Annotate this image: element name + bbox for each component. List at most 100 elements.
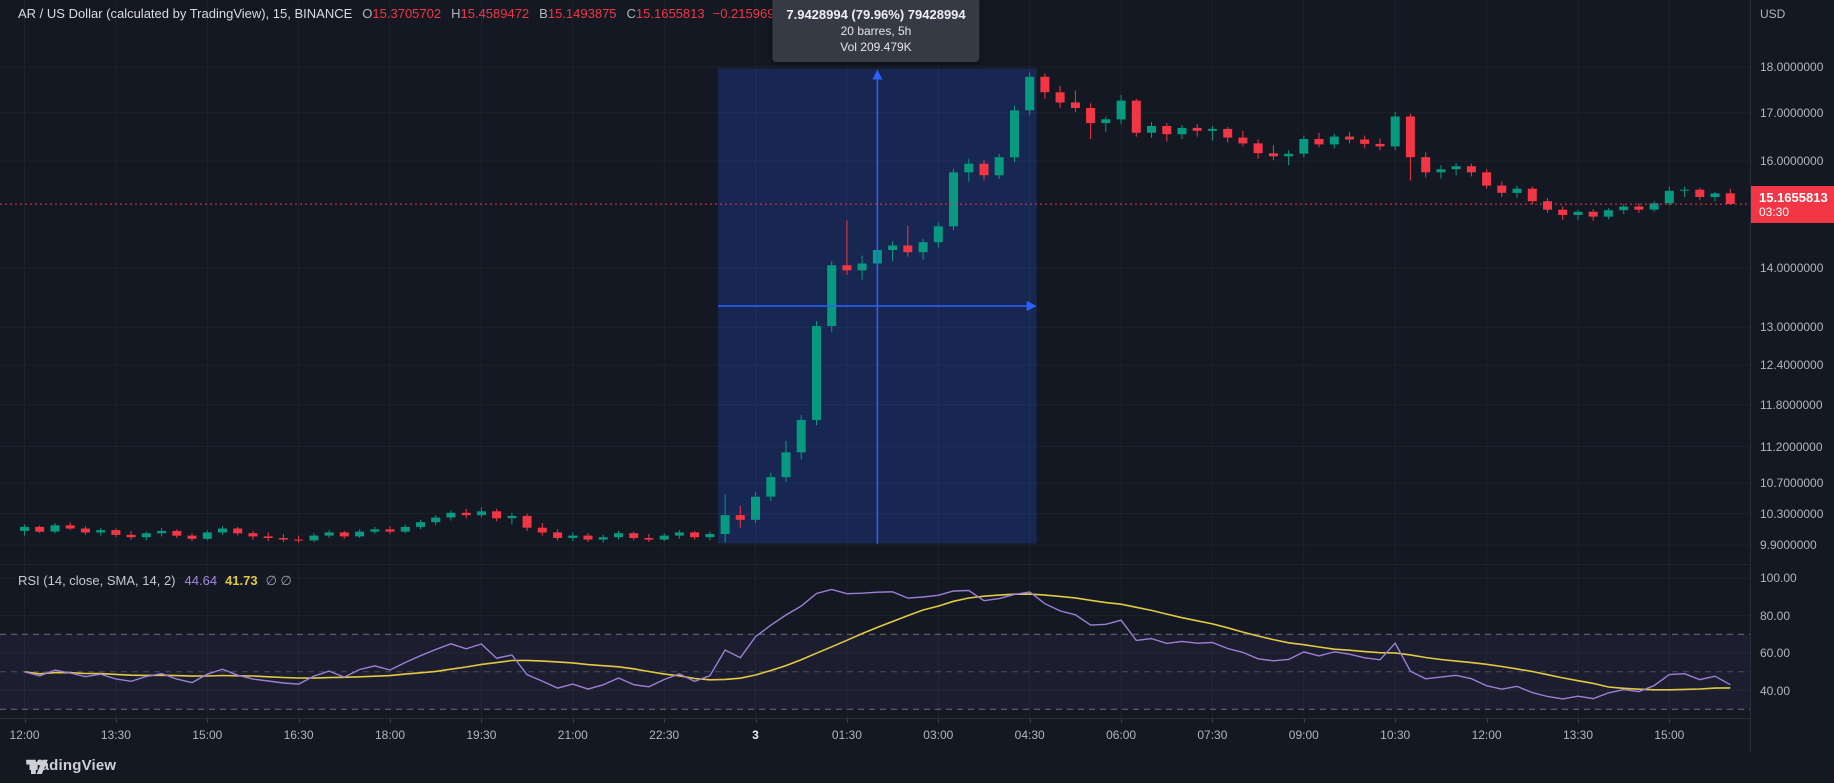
candle-body[interactable] xyxy=(461,512,471,516)
candle-body[interactable] xyxy=(50,525,60,532)
candle-body[interactable] xyxy=(1573,211,1583,215)
candle-body[interactable] xyxy=(827,265,837,327)
candle-body[interactable] xyxy=(1375,143,1385,147)
candle-body[interactable] xyxy=(1619,206,1629,211)
candle-body[interactable] xyxy=(1436,169,1446,173)
candle-body[interactable] xyxy=(35,526,45,532)
candle-body[interactable] xyxy=(1162,126,1172,135)
candle-body[interactable] xyxy=(1405,116,1415,158)
candle-body[interactable] xyxy=(96,530,106,533)
candle-body[interactable] xyxy=(1680,189,1690,191)
candle-body[interactable] xyxy=(324,532,334,536)
candle-body[interactable] xyxy=(309,535,319,541)
candle-body[interactable] xyxy=(1299,139,1309,154)
candle-body[interactable] xyxy=(918,242,928,253)
rsi-pane[interactable]: RSI (14, close, SMA, 14, 2) 44.64 41.73 ∅ ∅ xyxy=(0,565,1750,718)
candle-body[interactable] xyxy=(218,528,227,533)
candle-body[interactable] xyxy=(629,533,639,538)
candle-body[interactable] xyxy=(659,535,669,540)
candle-body[interactable] xyxy=(1284,153,1294,157)
candle-body[interactable] xyxy=(248,533,258,537)
candle-body[interactable] xyxy=(492,511,502,519)
candle-body[interactable] xyxy=(766,477,776,497)
price-pane[interactable]: AR / US Dollar (calculated by TradingVie… xyxy=(0,0,1750,565)
price-axis-column[interactable]: USD 18.0000000 17.0000000 16.0000000 14.000… xyxy=(1750,0,1834,752)
candle-body[interactable] xyxy=(355,531,365,537)
candle-body[interactable] xyxy=(111,530,121,535)
candle-body[interactable] xyxy=(233,528,243,534)
candle-body[interactable] xyxy=(842,265,852,271)
symbol-title[interactable]: AR / US Dollar (calculated by TradingVie… xyxy=(18,6,353,21)
candle-body[interactable] xyxy=(1116,100,1126,120)
candle-body[interactable] xyxy=(1147,126,1156,133)
candle-body[interactable] xyxy=(431,517,441,523)
tradingview-logo[interactable]: TradingView xyxy=(26,757,116,774)
candle-body[interactable] xyxy=(964,163,974,173)
candle-body[interactable] xyxy=(476,511,486,516)
candle-body[interactable] xyxy=(903,245,913,253)
candle-body[interactable] xyxy=(1710,193,1720,198)
candle-body[interactable] xyxy=(598,537,608,540)
candle-body[interactable] xyxy=(1314,139,1324,145)
candle-body[interactable] xyxy=(1390,116,1400,147)
candle-body[interactable] xyxy=(583,535,593,540)
candle-body[interactable] xyxy=(1345,136,1354,140)
candle-body[interactable] xyxy=(735,515,745,520)
candle-body[interactable] xyxy=(1512,188,1522,193)
candle-body[interactable] xyxy=(690,532,700,538)
candle-body[interactable] xyxy=(812,326,821,420)
candle-body[interactable] xyxy=(1649,203,1659,210)
candle-body[interactable] xyxy=(385,529,395,532)
candle-body[interactable] xyxy=(1101,119,1111,124)
candle-body[interactable] xyxy=(1253,143,1263,154)
candle-body[interactable] xyxy=(979,163,989,176)
rsi-chart[interactable] xyxy=(0,565,1750,718)
candle-body[interactable] xyxy=(933,226,943,243)
candle-body[interactable] xyxy=(537,527,547,533)
candle-body[interactable] xyxy=(202,532,212,539)
candlestick-chart[interactable] xyxy=(0,0,1750,564)
candle-body[interactable] xyxy=(857,263,867,271)
candle-body[interactable] xyxy=(1329,136,1339,145)
rsi-title[interactable]: RSI (14, close, SMA, 14, 2) xyxy=(18,573,176,588)
candle-body[interactable] xyxy=(126,534,136,538)
candle-body[interactable] xyxy=(1070,102,1080,108)
candle-body[interactable] xyxy=(1527,188,1537,202)
candle-body[interactable] xyxy=(1664,190,1674,204)
candle-body[interactable] xyxy=(446,512,456,518)
candle-body[interactable] xyxy=(568,535,578,538)
candle-body[interactable] xyxy=(796,419,806,453)
candle-body[interactable] xyxy=(1360,139,1370,144)
candle-body[interactable] xyxy=(781,452,791,478)
candle-body[interactable] xyxy=(553,532,563,538)
candle-body[interactable] xyxy=(1543,201,1552,210)
candle-body[interactable] xyxy=(1588,211,1598,217)
symbol-legend[interactable]: AR / US Dollar (calculated by TradingVie… xyxy=(18,6,838,21)
candle-body[interactable] xyxy=(705,534,715,538)
candle-body[interactable] xyxy=(1131,100,1141,133)
candle-body[interactable] xyxy=(674,532,684,536)
candle-body[interactable] xyxy=(1055,92,1065,103)
candle-body[interactable] xyxy=(263,536,273,538)
candle-body[interactable] xyxy=(20,526,29,531)
candle-body[interactable] xyxy=(416,522,425,527)
candle-body[interactable] xyxy=(1558,209,1568,215)
candle-body[interactable] xyxy=(1268,153,1278,157)
candle-body[interactable] xyxy=(278,538,288,540)
candle-body[interactable] xyxy=(507,515,517,519)
candle-body[interactable] xyxy=(1421,157,1431,173)
candle-body[interactable] xyxy=(1192,127,1202,131)
candle-body[interactable] xyxy=(80,528,90,533)
candle-body[interactable] xyxy=(751,496,760,520)
candle-body[interactable] xyxy=(1451,166,1461,170)
candle-body[interactable] xyxy=(157,530,167,534)
candle-body[interactable] xyxy=(1010,110,1019,158)
candle-body[interactable] xyxy=(65,525,75,529)
candle-body[interactable] xyxy=(614,533,623,538)
candle-body[interactable] xyxy=(994,157,1004,176)
candle-body[interactable] xyxy=(644,538,654,540)
candle-body[interactable] xyxy=(1634,206,1644,210)
candle-body[interactable] xyxy=(1695,189,1705,197)
candle-body[interactable] xyxy=(1497,185,1507,193)
candle-body[interactable] xyxy=(1603,210,1613,217)
